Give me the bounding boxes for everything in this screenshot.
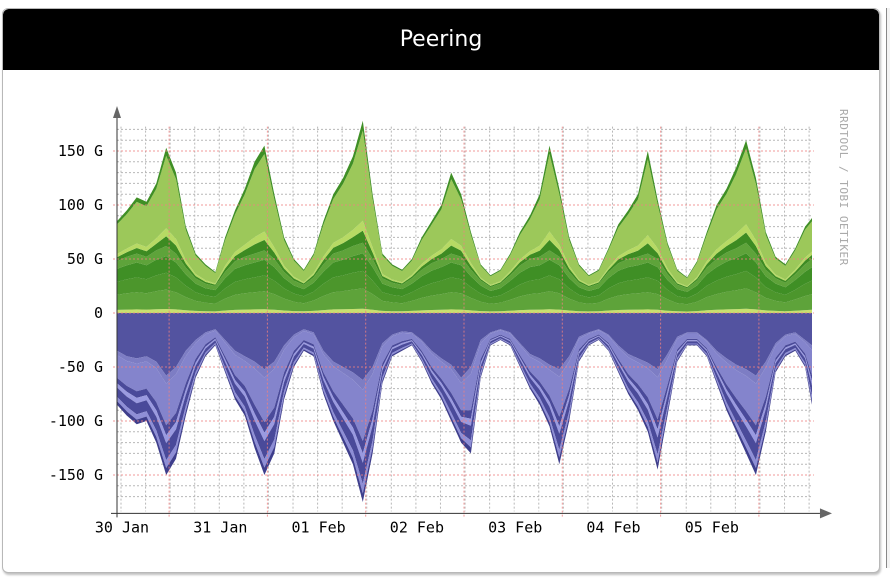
x-tick-label: 04 Feb [586, 518, 640, 536]
y-tick-label: 50 G [67, 250, 103, 268]
axes [111, 106, 832, 519]
x-tick-labels: 30 Jan 31 Jan 01 Feb 02 Feb 03 Feb 04 Feb 05 F… [95, 518, 739, 536]
y-tick-label: 0 [94, 304, 103, 322]
inbound-layer [117, 288, 812, 312]
y-tick-label: -150 G [49, 466, 103, 484]
graph-panel: Peering 150 G 100 G 50 G 0 -50 G -100 G -150 G… [2, 8, 880, 573]
outbound-areas [117, 313, 812, 502]
outbound-layer [117, 329, 812, 390]
inbound-layer [117, 230, 812, 289]
inbound-layer [117, 270, 812, 305]
y-tick-label: -100 G [49, 412, 103, 430]
x-tick-label: 30 Jan [95, 518, 149, 536]
panel-title: Peering [3, 9, 879, 70]
x-axis-arrow [819, 508, 832, 519]
adjacent-panel-edge [886, 8, 890, 568]
watermark: RRDTOOL / TOBI OETIKER [837, 109, 850, 266]
inbound-layer [117, 220, 812, 288]
inbound-layer [117, 253, 812, 299]
inbound-layer [117, 130, 812, 287]
x-tick-label: 31 Jan [193, 518, 247, 536]
outbound-layer [117, 330, 812, 441]
inbound-areas [117, 120, 812, 313]
y-tick-label: 100 G [58, 196, 103, 214]
inbound-layer [117, 242, 812, 292]
major-grid [113, 126, 814, 518]
x-tick-label: 02 Feb [390, 518, 444, 536]
y-tick-label: -50 G [58, 358, 103, 376]
x-tick-label: 01 Feb [292, 518, 346, 536]
y-tick-label: 150 G [58, 142, 103, 160]
x-tick-label: 05 Feb [685, 518, 739, 536]
y-tick-labels: 150 G 100 G 50 G 0 -50 G -100 G -150 G [49, 142, 103, 484]
inbound-layer [117, 308, 812, 313]
y-axis-arrow [113, 106, 121, 118]
x-tick-label: 03 Feb [488, 518, 542, 536]
outbound-layer [117, 313, 812, 380]
